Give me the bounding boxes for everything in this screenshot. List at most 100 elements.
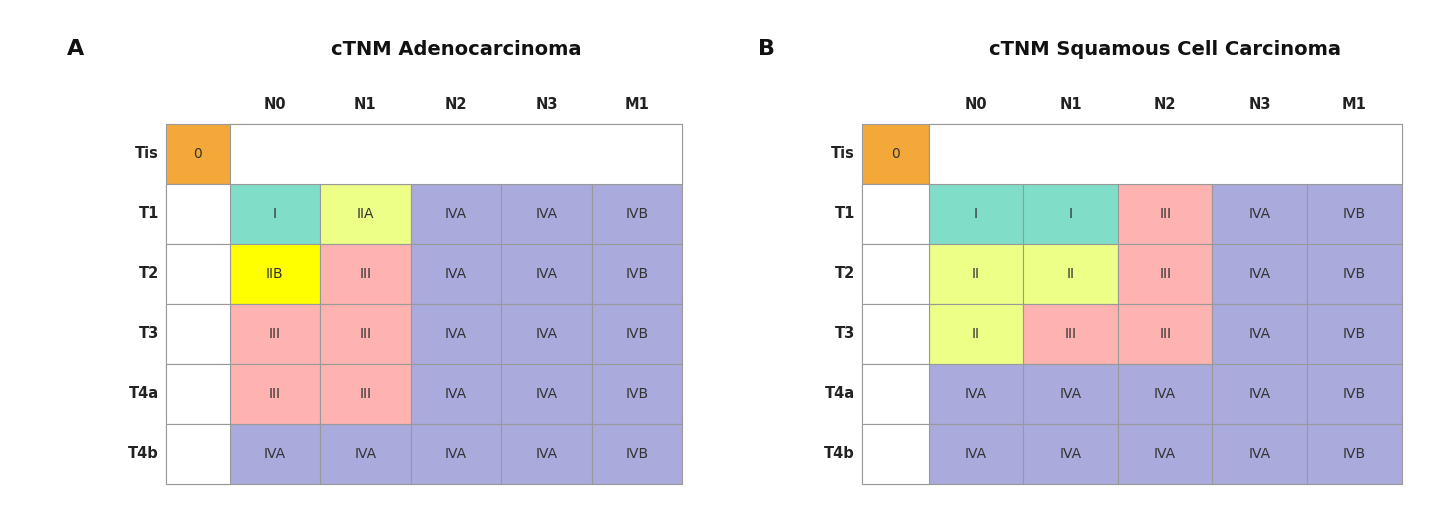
Text: N0: N0 bbox=[264, 98, 287, 112]
Text: IVA: IVA bbox=[536, 447, 557, 461]
FancyBboxPatch shape bbox=[929, 124, 1401, 184]
Text: N2: N2 bbox=[445, 98, 467, 112]
FancyBboxPatch shape bbox=[320, 364, 410, 424]
Text: IVA: IVA bbox=[1248, 387, 1272, 401]
FancyBboxPatch shape bbox=[863, 364, 929, 424]
FancyBboxPatch shape bbox=[863, 304, 929, 364]
Text: N0: N0 bbox=[965, 98, 988, 112]
Text: III: III bbox=[1159, 267, 1171, 281]
FancyBboxPatch shape bbox=[166, 364, 229, 424]
FancyBboxPatch shape bbox=[929, 124, 1024, 184]
Text: IVA: IVA bbox=[1060, 387, 1081, 401]
FancyBboxPatch shape bbox=[1212, 124, 1308, 184]
Text: IVA: IVA bbox=[965, 447, 986, 461]
Text: IVB: IVB bbox=[625, 447, 648, 461]
Text: T4a: T4a bbox=[128, 386, 158, 401]
Text: IVA: IVA bbox=[536, 327, 557, 341]
Text: IVB: IVB bbox=[1344, 207, 1367, 221]
Text: Tis: Tis bbox=[135, 146, 158, 162]
FancyBboxPatch shape bbox=[501, 364, 592, 424]
Text: IVA: IVA bbox=[445, 327, 467, 341]
Text: T4a: T4a bbox=[825, 386, 855, 401]
FancyBboxPatch shape bbox=[410, 304, 501, 364]
FancyBboxPatch shape bbox=[320, 124, 410, 184]
Text: T4b: T4b bbox=[824, 446, 855, 461]
FancyBboxPatch shape bbox=[410, 424, 501, 484]
Text: III: III bbox=[360, 387, 372, 401]
Text: T3: T3 bbox=[835, 326, 855, 342]
FancyBboxPatch shape bbox=[229, 184, 320, 244]
FancyBboxPatch shape bbox=[1024, 244, 1117, 304]
FancyBboxPatch shape bbox=[229, 364, 320, 424]
FancyBboxPatch shape bbox=[166, 184, 229, 244]
FancyBboxPatch shape bbox=[863, 184, 929, 244]
Text: M1: M1 bbox=[1342, 98, 1367, 112]
Text: IVB: IVB bbox=[625, 207, 648, 221]
Text: IVB: IVB bbox=[1344, 387, 1367, 401]
Text: N3: N3 bbox=[1248, 98, 1272, 112]
Text: T2: T2 bbox=[138, 267, 158, 281]
FancyBboxPatch shape bbox=[929, 424, 1024, 484]
FancyBboxPatch shape bbox=[166, 184, 229, 244]
Text: IVA: IVA bbox=[445, 387, 467, 401]
Text: cTNM Adenocarcinoma: cTNM Adenocarcinoma bbox=[331, 40, 582, 59]
FancyBboxPatch shape bbox=[166, 244, 229, 304]
Text: IVB: IVB bbox=[1344, 267, 1367, 281]
Text: T1: T1 bbox=[834, 206, 855, 221]
FancyBboxPatch shape bbox=[863, 244, 929, 304]
Text: II: II bbox=[1067, 267, 1074, 281]
Text: M1: M1 bbox=[625, 98, 649, 112]
Text: IVA: IVA bbox=[1248, 207, 1272, 221]
FancyBboxPatch shape bbox=[320, 424, 410, 484]
Text: T4b: T4b bbox=[128, 446, 158, 461]
FancyBboxPatch shape bbox=[1308, 184, 1401, 244]
FancyBboxPatch shape bbox=[410, 124, 501, 184]
Text: II: II bbox=[972, 267, 979, 281]
FancyBboxPatch shape bbox=[592, 364, 683, 424]
Text: Tis: Tis bbox=[831, 146, 855, 162]
Text: IVA: IVA bbox=[1248, 327, 1272, 341]
FancyBboxPatch shape bbox=[592, 424, 683, 484]
FancyBboxPatch shape bbox=[592, 244, 683, 304]
FancyBboxPatch shape bbox=[229, 244, 320, 304]
FancyBboxPatch shape bbox=[1117, 244, 1212, 304]
Text: III: III bbox=[1064, 327, 1077, 341]
Text: III: III bbox=[360, 327, 372, 341]
Text: III: III bbox=[360, 267, 372, 281]
FancyBboxPatch shape bbox=[1212, 184, 1308, 244]
FancyBboxPatch shape bbox=[1117, 124, 1212, 184]
Text: T3: T3 bbox=[138, 326, 158, 342]
FancyBboxPatch shape bbox=[863, 184, 929, 244]
FancyBboxPatch shape bbox=[166, 424, 229, 484]
FancyBboxPatch shape bbox=[1117, 304, 1212, 364]
FancyBboxPatch shape bbox=[501, 184, 592, 244]
FancyBboxPatch shape bbox=[501, 304, 592, 364]
Text: III: III bbox=[1159, 207, 1171, 221]
FancyBboxPatch shape bbox=[166, 244, 229, 304]
FancyBboxPatch shape bbox=[592, 124, 683, 184]
FancyBboxPatch shape bbox=[1024, 424, 1117, 484]
Text: III: III bbox=[1159, 327, 1171, 341]
Text: IVB: IVB bbox=[1344, 327, 1367, 341]
FancyBboxPatch shape bbox=[501, 424, 592, 484]
FancyBboxPatch shape bbox=[1212, 304, 1308, 364]
FancyBboxPatch shape bbox=[320, 184, 410, 244]
Text: III: III bbox=[269, 387, 281, 401]
FancyBboxPatch shape bbox=[320, 304, 410, 364]
Text: IVA: IVA bbox=[536, 267, 557, 281]
Text: IVA: IVA bbox=[264, 447, 287, 461]
Text: IVB: IVB bbox=[625, 387, 648, 401]
Text: IVA: IVA bbox=[1248, 447, 1272, 461]
Text: N1: N1 bbox=[354, 98, 377, 112]
FancyBboxPatch shape bbox=[1024, 364, 1117, 424]
FancyBboxPatch shape bbox=[863, 424, 929, 484]
Text: IVA: IVA bbox=[536, 387, 557, 401]
Text: 0: 0 bbox=[193, 147, 202, 161]
Text: N2: N2 bbox=[1153, 98, 1176, 112]
FancyBboxPatch shape bbox=[320, 244, 410, 304]
Text: IVA: IVA bbox=[354, 447, 376, 461]
Text: II: II bbox=[972, 327, 979, 341]
Text: IIA: IIA bbox=[357, 207, 374, 221]
FancyBboxPatch shape bbox=[929, 304, 1024, 364]
FancyBboxPatch shape bbox=[229, 304, 320, 364]
